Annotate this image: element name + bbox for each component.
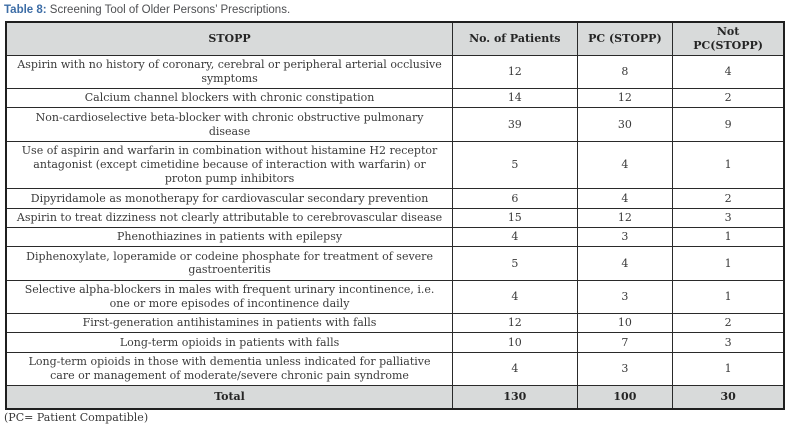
cell-no-of-patients: 5 bbox=[452, 140, 578, 190]
cell-no-of-patients: 15 bbox=[452, 207, 578, 228]
column-header-stopp: STOPP bbox=[5, 21, 454, 56]
table-row: Diphenoxylate, loperamide or codeine pho… bbox=[5, 246, 785, 281]
cell-pc-stopp: 10 bbox=[576, 313, 674, 334]
cell-stopp-criterion: Non-cardioselective beta-blocker with ch… bbox=[5, 107, 454, 142]
table-row: Phenothiazines in patients with epilepsy… bbox=[5, 226, 785, 248]
column-header-not-pc-stopp: Not PC(STOPP) bbox=[672, 21, 785, 56]
stopp-prescriptions-table: STOPP No. of Patients PC (STOPP) Not PC(… bbox=[5, 21, 785, 410]
table-footer: Total 130 100 30 bbox=[5, 385, 785, 410]
cell-stopp-criterion: Long-term opioids in patients with falls bbox=[5, 332, 454, 353]
cell-not-pc-stopp: 3 bbox=[672, 207, 785, 228]
cell-pc-stopp: 3 bbox=[576, 226, 674, 248]
cell-no-of-patients: 4 bbox=[452, 226, 578, 248]
cell-stopp-criterion: Selective alpha-blockers in males with f… bbox=[5, 279, 454, 315]
cell-no-of-patients: 12 bbox=[452, 54, 578, 89]
cell-not-pc-stopp: 2 bbox=[672, 313, 785, 334]
cell-pc-stopp: 4 bbox=[576, 140, 674, 190]
cell-not-pc-stopp: 3 bbox=[672, 332, 785, 353]
table-row: Dipyridamole as monotherapy for cardiova… bbox=[5, 188, 785, 209]
footnote: (PC= Patient Compatible) bbox=[4, 411, 149, 424]
total-row: Total 130 100 30 bbox=[5, 385, 785, 410]
cell-stopp-criterion: Dipyridamole as monotherapy for cardiova… bbox=[5, 188, 454, 209]
table-row: Calcium channel blockers with chronic co… bbox=[5, 87, 785, 109]
table-body: Aspirin with no history of coronary, cer… bbox=[5, 54, 785, 387]
cell-not-pc-stopp: 2 bbox=[672, 87, 785, 109]
table-row: First-generation antihistamines in patie… bbox=[5, 313, 785, 334]
table-title-text: Screening Tool of Older Persons’ Prescri… bbox=[46, 4, 291, 16]
cell-pc-stopp: 3 bbox=[576, 279, 674, 315]
cell-no-of-patients: 4 bbox=[452, 351, 578, 387]
column-header-pc-stopp: PC (STOPP) bbox=[576, 21, 674, 56]
cell-no-of-patients: 5 bbox=[452, 246, 578, 281]
table-row: Long-term opioids in those with dementia… bbox=[5, 351, 785, 387]
total-pc-cell: 100 bbox=[576, 385, 674, 410]
cell-not-pc-stopp: 1 bbox=[672, 246, 785, 281]
total-not-pc-cell: 30 bbox=[672, 385, 785, 410]
total-label-cell: Total bbox=[5, 385, 454, 410]
cell-stopp-criterion: Diphenoxylate, loperamide or codeine pho… bbox=[5, 246, 454, 281]
table-caption: Table 8: Screening Tool of Older Persons… bbox=[4, 3, 788, 17]
cell-not-pc-stopp: 2 bbox=[672, 188, 785, 209]
cell-stopp-criterion: Long-term opioids in those with dementia… bbox=[5, 351, 454, 387]
table-row: Long-term opioids in patients with falls… bbox=[5, 332, 785, 353]
cell-no-of-patients: 4 bbox=[452, 279, 578, 315]
total-patients-cell: 130 bbox=[452, 385, 578, 410]
cell-not-pc-stopp: 4 bbox=[672, 54, 785, 89]
cell-no-of-patients: 14 bbox=[452, 87, 578, 109]
cell-pc-stopp: 12 bbox=[576, 87, 674, 109]
cell-pc-stopp: 12 bbox=[576, 207, 674, 228]
table-header: STOPP No. of Patients PC (STOPP) Not PC(… bbox=[5, 21, 785, 56]
cell-not-pc-stopp: 1 bbox=[672, 226, 785, 248]
header-row: STOPP No. of Patients PC (STOPP) Not PC(… bbox=[5, 21, 785, 56]
table-row: Non-cardioselective beta-blocker with ch… bbox=[5, 107, 785, 142]
cell-not-pc-stopp: 9 bbox=[672, 107, 785, 142]
table-row: Aspirin with no history of coronary, cer… bbox=[5, 54, 785, 89]
cell-pc-stopp: 8 bbox=[576, 54, 674, 89]
table-number-label: Table 8: bbox=[4, 4, 47, 16]
cell-pc-stopp: 4 bbox=[576, 188, 674, 209]
cell-stopp-criterion: Aspirin with no history of coronary, cer… bbox=[5, 54, 454, 89]
cell-stopp-criterion: Use of aspirin and warfarin in combinati… bbox=[5, 140, 454, 190]
cell-stopp-criterion: First-generation antihistamines in patie… bbox=[5, 313, 454, 334]
cell-stopp-criterion: Calcium channel blockers with chronic co… bbox=[5, 87, 454, 109]
table-row: Selective alpha-blockers in males with f… bbox=[5, 279, 785, 315]
cell-pc-stopp: 4 bbox=[576, 246, 674, 281]
cell-stopp-criterion: Aspirin to treat dizziness not clearly a… bbox=[5, 207, 454, 228]
cell-no-of-patients: 39 bbox=[452, 107, 578, 142]
cell-pc-stopp: 3 bbox=[576, 351, 674, 387]
cell-pc-stopp: 30 bbox=[576, 107, 674, 142]
table-row: Aspirin to treat dizziness not clearly a… bbox=[5, 207, 785, 228]
cell-stopp-criterion: Phenothiazines in patients with epilepsy bbox=[5, 226, 454, 248]
cell-not-pc-stopp: 1 bbox=[672, 140, 785, 190]
cell-not-pc-stopp: 1 bbox=[672, 279, 785, 315]
table-row: Use of aspirin and warfarin in combinati… bbox=[5, 140, 785, 190]
column-header-no-of-patients: No. of Patients bbox=[452, 21, 578, 56]
cell-no-of-patients: 6 bbox=[452, 188, 578, 209]
cell-pc-stopp: 7 bbox=[576, 332, 674, 353]
cell-not-pc-stopp: 1 bbox=[672, 351, 785, 387]
cell-no-of-patients: 12 bbox=[452, 313, 578, 334]
cell-no-of-patients: 10 bbox=[452, 332, 578, 353]
